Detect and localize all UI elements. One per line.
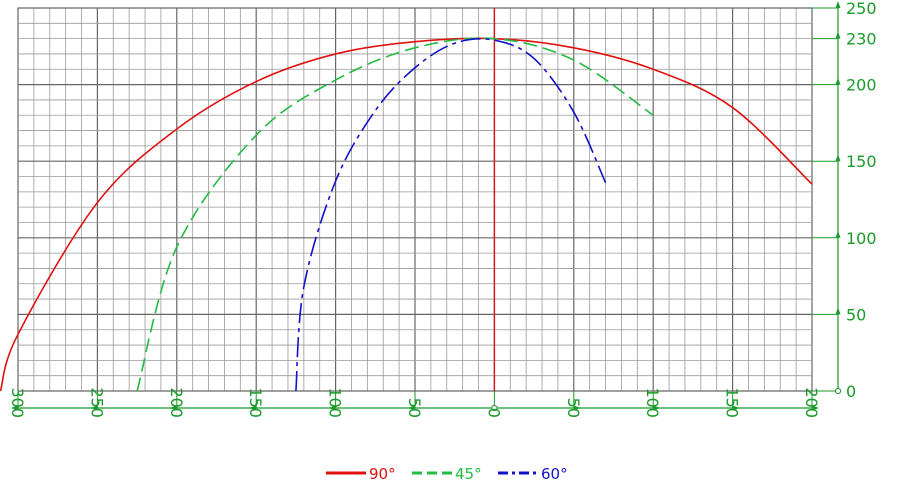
y-tick-label: 230 <box>846 30 877 49</box>
legend-label-60: 60° <box>541 465 568 483</box>
x-tick-label: 100 <box>326 387 345 418</box>
series-line-0 <box>0 37 813 392</box>
x-origin-marker <box>491 404 498 412</box>
series-line-1 <box>136 37 654 392</box>
x-tick-label: 50 <box>405 398 424 418</box>
y-axis: 0 50 100 150 200 230 250 <box>812 0 877 401</box>
x-tick-arrow <box>169 405 177 411</box>
x-tick-label: 0 <box>484 408 503 418</box>
x-tick-label: 250 <box>87 387 106 418</box>
series-line-2 <box>295 38 607 392</box>
x-tick-arrow <box>812 405 819 411</box>
y-tick-arrow <box>835 1 841 8</box>
x-tick-label: 200 <box>167 387 186 418</box>
x-tick-label: 300 <box>8 387 27 418</box>
y-tick-arrow <box>835 154 841 162</box>
x-tick-label: 100 <box>643 387 662 418</box>
x-tick-label: 150 <box>246 387 265 418</box>
x-tick-label: 50 <box>564 398 583 418</box>
y-tick-arrow <box>835 31 841 39</box>
y-tick-arrow <box>835 307 841 315</box>
grid <box>17 7 813 392</box>
x-tick-arrow <box>732 405 740 411</box>
legend-label-45: 45° <box>455 465 482 483</box>
x-axis: 300 250 200 150 100 50 0 50 100 150 200 <box>8 387 821 418</box>
y-tick-label: 100 <box>846 229 877 248</box>
x-tick-arrow <box>408 405 415 411</box>
legend-item-60: 60° <box>498 465 568 483</box>
x-tick-arrow <box>573 405 581 411</box>
legend-item-90: 90° <box>326 465 396 483</box>
y-tick-label: 250 <box>846 0 877 18</box>
x-tick-arrow <box>653 405 661 411</box>
x-tick-label: 200 <box>802 387 821 418</box>
x-tick-arrow <box>90 405 98 411</box>
x-tick-arrow <box>249 405 257 411</box>
y-tick-label: 50 <box>846 305 866 324</box>
x-tick-arrow <box>11 405 18 411</box>
y-tick-label: 200 <box>846 76 877 95</box>
y-tick-label: 0 <box>846 382 856 401</box>
y-tick-label: 150 <box>846 152 877 171</box>
legend-item-45: 45° <box>412 465 482 483</box>
legend: 90° 45° 60° <box>326 465 568 483</box>
y-origin-marker <box>834 387 842 395</box>
y-tick-arrow <box>835 230 841 238</box>
series-layer <box>0 37 813 392</box>
legend-label-90: 90° <box>369 465 396 483</box>
x-tick-label: 150 <box>723 387 742 418</box>
y-tick-arrow <box>835 77 841 85</box>
x-tick-arrow <box>328 405 336 411</box>
